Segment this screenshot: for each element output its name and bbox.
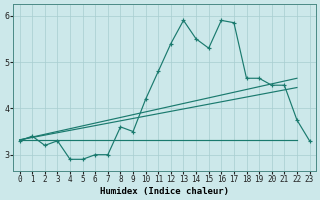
X-axis label: Humidex (Indice chaleur): Humidex (Indice chaleur) — [100, 187, 229, 196]
